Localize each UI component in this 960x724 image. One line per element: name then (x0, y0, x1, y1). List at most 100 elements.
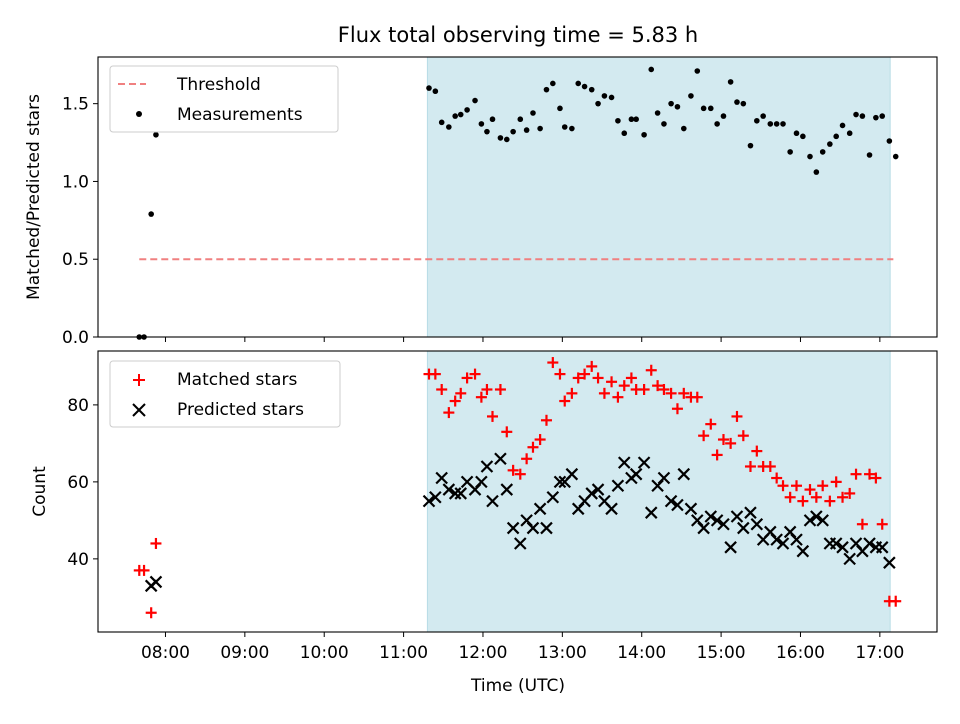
matched-star-point (598, 387, 610, 399)
measurement-points (136, 66, 899, 340)
count-points (133, 357, 902, 619)
measurement-point (886, 138, 893, 144)
measurement-point (866, 152, 873, 158)
predicted-star-point (526, 521, 540, 535)
measurement-point (819, 149, 826, 155)
predicted-star-point (776, 537, 790, 550)
measurement-point (557, 105, 563, 112)
matched-star-point (777, 480, 789, 492)
predicted-star-point (637, 456, 651, 469)
measurement-point (661, 121, 667, 127)
predicted-star-point (810, 510, 823, 523)
matched-star-point (514, 468, 526, 480)
measurement-point (484, 128, 490, 135)
bottom-y-tick-label: 60 (67, 473, 89, 493)
measurement-point (633, 116, 639, 123)
top-legend: Threshold Measurements (109, 65, 339, 133)
measurement-point (452, 113, 458, 119)
bottom-y-tick-label: 40 (67, 550, 89, 570)
top-y-tick-label: 1.5 (62, 95, 89, 115)
top-y-ticks: 0.0 0.5 1.0 1.5 (62, 95, 98, 348)
measurement-point (438, 119, 445, 126)
bottom-y-ticks: 40 60 80 (67, 396, 98, 570)
measurement-point (747, 142, 754, 149)
x-tick-label: 12:00 (458, 643, 507, 663)
predicted-star-point (435, 471, 448, 485)
measurement-point (773, 121, 780, 127)
predicted-star-point (442, 483, 456, 496)
matched-star-point (864, 468, 876, 480)
x-tick-label: 08:00 (141, 643, 190, 663)
predicted-star-point (836, 541, 849, 554)
bottom-y-tick-label: 80 (67, 396, 89, 416)
matched-star-point (705, 418, 717, 430)
measurement-point (694, 68, 701, 74)
predicted-star-point (617, 456, 631, 469)
predicted-star-point (750, 517, 764, 531)
matched-star-point (764, 460, 776, 472)
measurement-point (793, 130, 800, 137)
measurement-point (601, 93, 608, 99)
matched-star-point (572, 372, 584, 384)
matched-star-point (784, 491, 796, 503)
matched-star-point (534, 434, 546, 446)
predicted-star-point (671, 498, 684, 512)
matched-star-point (856, 518, 868, 530)
matched-star-point (436, 383, 448, 395)
measurement-point (464, 107, 470, 113)
matched-star-point (554, 368, 566, 380)
matched-star-point (625, 372, 637, 384)
predicted-star-point (514, 537, 527, 550)
predicted-star-point (533, 502, 547, 516)
measurement-point (575, 80, 582, 87)
predicted-star-point (816, 514, 829, 527)
measurement-point (807, 153, 813, 160)
matched-star-point (461, 372, 473, 384)
legend-predicted-label: Predicted stars (177, 400, 304, 420)
legend-measurements-label: Measurements (177, 105, 303, 125)
measurement-point (581, 83, 588, 90)
matched-star-point (455, 387, 467, 399)
measurement-point (621, 130, 628, 137)
matched-star-point (566, 387, 578, 399)
matched-star-point (671, 403, 683, 415)
predicted-star-point (629, 467, 643, 481)
predicted-star-point (677, 467, 691, 481)
top-legend-box (109, 65, 339, 133)
predicted-star-point (803, 514, 817, 527)
measurement-point (648, 66, 655, 73)
measurement-point (537, 125, 543, 132)
measurement-point (503, 136, 510, 143)
measurement-point (813, 169, 820, 175)
predicted-star-point (475, 475, 488, 489)
matched-star-point (751, 445, 763, 457)
matched-star-point (645, 364, 657, 376)
predicted-star-point (422, 494, 436, 508)
matched-star-point (837, 491, 849, 503)
matched-star-point (606, 376, 618, 388)
predicted-star-point (494, 452, 507, 466)
measurement-point (767, 121, 774, 127)
predicted-star-point (565, 467, 579, 481)
x-tick-label: 11:00 (379, 643, 428, 663)
measurement-point (800, 133, 806, 140)
bottom-x-ticks: 08:00 09:00 10:00 11:00 12:00 13:00 14:00 15:00… (141, 632, 904, 663)
predicted-star-point (585, 487, 598, 500)
matched-star-point (771, 472, 783, 484)
matched-star-point (618, 380, 630, 392)
measurement-point (561, 124, 568, 130)
measurement-point (740, 100, 747, 107)
measurement-point (510, 128, 516, 135)
matched-star-point (850, 468, 862, 480)
predicted-star-point (770, 533, 783, 546)
matched-star-point (494, 383, 506, 395)
matched-star-point (870, 472, 882, 484)
measurement-point (846, 130, 853, 137)
predicted-star-point (149, 575, 163, 589)
x-tick-label: 15:00 (697, 643, 746, 663)
matched-star-point (521, 453, 533, 465)
predicted-star-point (429, 490, 442, 504)
measurement-point (432, 88, 439, 95)
legend-matched-label: Matched stars (177, 370, 297, 390)
